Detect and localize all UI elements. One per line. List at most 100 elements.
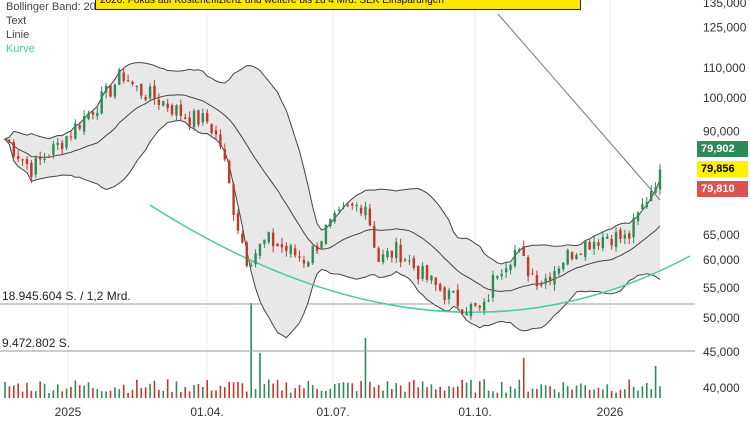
candle-body — [478, 305, 481, 308]
candle-body — [175, 105, 178, 116]
candle-body — [654, 187, 657, 193]
candle-body — [258, 243, 262, 256]
candle-body — [135, 86, 139, 88]
volume-bar — [223, 387, 226, 398]
y-tick-label: 65,000 — [703, 228, 740, 242]
candle-body — [579, 253, 583, 255]
volume-bar — [202, 386, 204, 398]
volume-bar — [435, 389, 437, 398]
candle-body — [628, 233, 631, 239]
volume-bar — [426, 387, 428, 398]
volume-bar — [650, 389, 653, 398]
candle-body — [223, 149, 226, 160]
volume-bar — [558, 392, 560, 398]
volume-bar — [377, 385, 380, 398]
candle-body — [333, 212, 336, 222]
candle-body — [162, 101, 165, 106]
volume-bar — [329, 388, 332, 398]
candle-body — [584, 240, 587, 257]
candle-body — [30, 162, 33, 177]
candle-body — [373, 225, 376, 248]
volume-bar — [166, 379, 169, 398]
candle-body — [359, 207, 363, 214]
annotation-banner[interactable]: 2026: Fokus auf Kosteneffizienz und weit… — [95, 0, 581, 10]
candle-body — [126, 80, 130, 82]
candle-body — [302, 260, 306, 264]
volume-bar — [8, 386, 11, 398]
volume-bar — [294, 388, 296, 398]
candle-body — [601, 237, 605, 249]
volume-bar — [527, 391, 529, 398]
volume-bar — [360, 381, 362, 398]
bollinger-upper-line — [4, 62, 661, 265]
volume-bar — [413, 380, 415, 398]
candle-body — [381, 254, 385, 263]
volume-bar — [188, 391, 191, 398]
candle-body — [619, 229, 622, 239]
volume-bar — [619, 390, 622, 398]
volume-bar — [83, 385, 85, 398]
candle-body — [645, 202, 649, 208]
candle-body — [342, 206, 345, 208]
volume-bar — [206, 380, 209, 398]
volume-bar — [395, 383, 398, 398]
volume-bar — [632, 386, 635, 398]
volume-bar — [443, 390, 446, 398]
y-tick-label: 45,000 — [703, 345, 740, 359]
volume-label-lower: 9.472.802 S. — [2, 336, 71, 350]
volume-bar — [316, 388, 318, 398]
candle-body — [43, 158, 46, 160]
candle-body — [408, 260, 411, 262]
candle-body — [614, 232, 618, 248]
volume-bar — [43, 383, 46, 398]
volume-bar — [140, 388, 143, 398]
volume-bar — [241, 383, 244, 398]
volume-bar — [78, 385, 81, 398]
candle-body — [201, 113, 205, 123]
candle-body — [390, 250, 394, 258]
volume-bar — [382, 390, 384, 398]
volume-bar — [531, 388, 534, 398]
volume-bar — [263, 384, 266, 398]
volume-bar — [162, 390, 165, 398]
volume-bar — [628, 379, 631, 398]
candle-body — [109, 85, 112, 97]
candle-body — [575, 255, 578, 260]
x-tick-label: 2025 — [55, 405, 82, 419]
volume-bar — [17, 383, 19, 398]
candle-body — [540, 284, 543, 286]
y-tick-label: 135,000 — [703, 0, 747, 10]
x-tick-label: 01.04. — [190, 405, 223, 419]
candlesticks — [3, 67, 662, 320]
volume-bar — [39, 381, 41, 398]
legend-bollinger: Bollinger Band: 20 — [6, 1, 96, 13]
candle-body — [307, 262, 310, 267]
legend: Bollinger Band: 20 Text Linie Kurve — [6, 0, 96, 56]
volume-bar — [509, 386, 512, 398]
candle-body — [553, 271, 556, 285]
candle-body — [548, 276, 552, 282]
candle-body — [513, 250, 517, 267]
candle-body — [417, 266, 420, 280]
price-axis: 135,000 125,000 110,000 100,000 90,000 65,000… — [703, 0, 747, 395]
volume-bar — [461, 379, 463, 398]
candle-body — [153, 85, 156, 99]
candle-body — [597, 242, 600, 246]
candle-body — [482, 301, 486, 311]
candle-body — [122, 72, 125, 81]
candle-body — [241, 233, 244, 243]
volume-bar — [654, 366, 657, 398]
candle-body — [87, 113, 90, 120]
volume-bar — [21, 391, 24, 398]
volume-bar — [522, 358, 525, 398]
volume-bar — [87, 382, 90, 398]
candle-body — [566, 250, 569, 265]
candle-body — [289, 245, 292, 254]
candle-body — [16, 156, 20, 159]
volume-bar — [347, 382, 349, 398]
candle-body — [355, 205, 358, 207]
volume-bar — [421, 381, 424, 398]
volume-bar — [452, 387, 455, 398]
volume-bar — [30, 390, 33, 398]
